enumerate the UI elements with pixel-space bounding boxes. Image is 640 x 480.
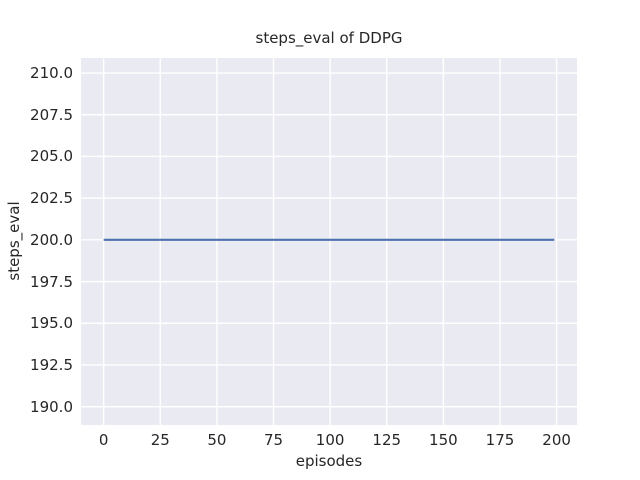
x-tick-label: 175 bbox=[485, 431, 515, 449]
plot-area bbox=[81, 58, 577, 425]
x-tick-label: 200 bbox=[542, 431, 571, 449]
y-tick-label: 205.0 bbox=[30, 147, 73, 166]
chart-title: steps_eval of DDPG bbox=[255, 29, 403, 47]
x-tick-label: 0 bbox=[98, 431, 109, 449]
y-tick-label: 190.0 bbox=[30, 397, 73, 416]
x-tick-label: 100 bbox=[315, 431, 345, 449]
y-tick-label: 192.5 bbox=[30, 355, 73, 374]
x-tick-label: 25 bbox=[150, 431, 170, 449]
y-tick-label: 210.0 bbox=[30, 64, 73, 82]
x-axis-label: episodes bbox=[295, 452, 363, 470]
y-tick-label: 200.0 bbox=[30, 230, 73, 249]
x-tick-label: 125 bbox=[372, 431, 402, 449]
y-tick-label: 207.5 bbox=[30, 105, 73, 124]
y-tick-label: 197.5 bbox=[30, 272, 73, 291]
y-tick-label: 202.5 bbox=[30, 189, 73, 208]
plot-canvas bbox=[81, 58, 577, 425]
y-tick-label: 195.0 bbox=[30, 314, 73, 333]
x-tick-label: 75 bbox=[263, 431, 284, 449]
y-axis-label: steps_eval bbox=[5, 201, 23, 281]
x-tick-label: 50 bbox=[207, 431, 227, 449]
x-tick-label: 150 bbox=[429, 431, 458, 449]
